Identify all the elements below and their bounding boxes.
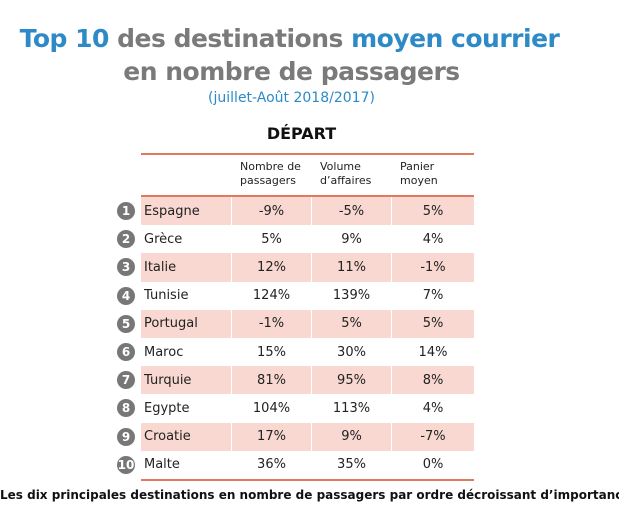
- header-panier: Panier moyen: [400, 160, 438, 187]
- header-rule: [141, 195, 474, 197]
- cell-panier: 14%: [418, 344, 448, 360]
- cell-volume: 11%: [312, 253, 392, 282]
- table-row: 4 Tunisie 124% 139% 7%: [117, 281, 474, 310]
- rank-badge: 10: [117, 455, 135, 474]
- table-row: 7 Turquie 81% 95% 8%: [117, 366, 474, 395]
- cell-volume: 113%: [312, 394, 392, 423]
- subtitle: (juillet-Août 2018/2017): [208, 90, 375, 106]
- table-row: 9 Croatie 17% 9% -7%: [117, 422, 474, 451]
- destination-name: Espagne: [141, 197, 232, 226]
- cell-panier: 5%: [392, 309, 474, 338]
- header-empty: [141, 155, 232, 195]
- rank-badge: 9: [117, 427, 135, 446]
- rank-badge: 4: [117, 286, 135, 305]
- cell-passagers: 36%: [232, 450, 312, 479]
- bottom-rule: [141, 478, 474, 481]
- destination-name: Turquie: [141, 366, 232, 395]
- cell-volume: 9%: [312, 422, 392, 451]
- destinations-table: Nombre de passagers Volume d’affaires Pa…: [117, 153, 474, 481]
- table-row: 1 Espagne -9% -5% 5%: [117, 197, 474, 226]
- table-row: 10 Malte 36% 35% 0%: [117, 450, 474, 479]
- table-row: 2 Grèce 5% 9% 4%: [117, 225, 474, 254]
- destination-name: Egypte: [141, 394, 232, 423]
- cell-panier: 0%: [422, 457, 444, 473]
- destination-name: Grèce: [141, 225, 232, 254]
- rank-badge: 5: [117, 314, 135, 333]
- cell-volume: 30%: [312, 337, 392, 367]
- cell-passagers: 5%: [232, 225, 312, 254]
- cell-passagers: 17%: [232, 422, 312, 451]
- cell-passagers: -9%: [232, 197, 312, 226]
- table-row: 6 Maroc 15% 30% 14%: [117, 337, 474, 367]
- footer-caption: Les dix principales destinations en nomb…: [0, 488, 619, 502]
- top-rule: [141, 153, 474, 155]
- cell-panier: 8%: [392, 366, 474, 395]
- table-row: 5 Portugal -1% 5% 5%: [117, 309, 474, 338]
- rank-badge: 6: [117, 342, 135, 361]
- title-line-1: Top 10 des destinations moyen courrier: [19, 24, 560, 53]
- cell-passagers: 124%: [232, 281, 312, 310]
- cell-volume: 5%: [312, 309, 392, 338]
- cell-volume: 35%: [312, 450, 392, 479]
- cell-volume: 139%: [312, 281, 392, 310]
- cell-passagers: 81%: [232, 366, 312, 395]
- cell-panier: -1%: [392, 253, 474, 282]
- table-header: Nombre de passagers Volume d’affaires Pa…: [141, 155, 474, 195]
- table-row: 3 Italie 12% 11% -1%: [117, 253, 474, 282]
- rank-badge: 2: [117, 230, 135, 249]
- cell-passagers: 12%: [232, 253, 312, 282]
- table-row: 8 Egypte 104% 113% 4%: [117, 394, 474, 423]
- rank-badge: 1: [117, 202, 135, 220]
- cell-volume: -5%: [312, 197, 392, 226]
- cell-passagers: 104%: [232, 394, 312, 423]
- header-volume: Volume d’affaires: [320, 160, 372, 187]
- destination-name: Croatie: [141, 422, 232, 451]
- title-line-2: en nombre de passagers: [123, 57, 460, 86]
- cell-passagers: 15%: [232, 337, 312, 367]
- cell-panier: 4%: [422, 400, 444, 416]
- cell-passagers: -1%: [232, 309, 312, 338]
- destination-name: Maroc: [141, 337, 232, 367]
- destination-name: Malte: [141, 450, 232, 479]
- rank-badge: 8: [117, 399, 135, 418]
- header-passagers: Nombre de passagers: [240, 160, 301, 187]
- cell-panier: 4%: [422, 231, 444, 247]
- cell-panier: 7%: [422, 288, 444, 304]
- cell-panier: 5%: [392, 197, 474, 226]
- destination-name: Tunisie: [141, 281, 232, 310]
- destination-name: Italie: [141, 253, 232, 282]
- rank-badge: 7: [117, 371, 135, 390]
- cell-panier: -7%: [392, 422, 474, 451]
- section-heading: DÉPART: [266, 124, 337, 143]
- rank-badge: 3: [117, 258, 135, 277]
- cell-volume: 9%: [312, 225, 392, 254]
- cell-volume: 95%: [312, 366, 392, 395]
- destination-name: Portugal: [141, 309, 232, 338]
